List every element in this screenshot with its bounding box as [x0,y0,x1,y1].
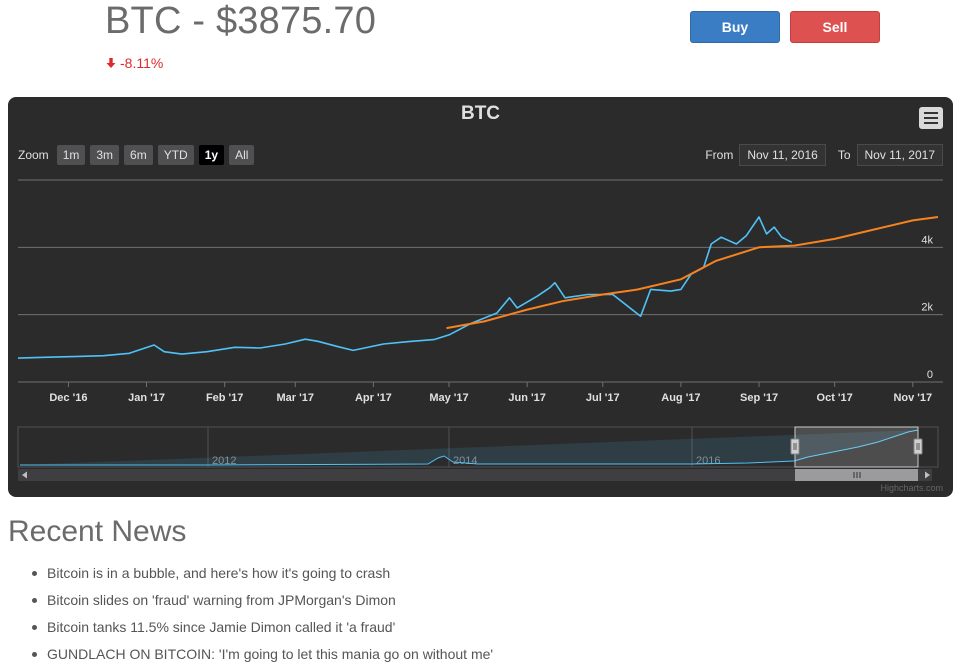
to-label: To [837,148,851,162]
price-chart: 0 2k 4k Dec '16 Jan '17 Feb '17 Mar '17 Apr '17… [8,97,953,497]
zoom-button-1y[interactable]: 1y [198,145,225,165]
zoom-button-3m[interactable]: 3m [90,145,120,165]
x-tick-label: Jun '17 [508,392,545,404]
news-link[interactable]: GUNDLACH ON BITCOIN: 'I'm going to let t… [47,646,494,662]
news-item: Bitcoin tanks 11.5% since Jamie Dimon ca… [31,617,493,644]
zoom-label: Zoom [18,148,49,162]
zoom-button-6m[interactable]: 6m [124,145,153,165]
news-link[interactable]: Bitcoin is in a bubble, and here's how i… [47,565,391,581]
from-label: From [705,148,734,162]
to-date-input[interactable]: Nov 11, 2017 [856,144,943,166]
x-tick-label: Jul '17 [586,392,620,404]
hamburger-menu-icon[interactable] [919,107,943,129]
news-item: GUNDLACH ON BITCOIN: 'I'm going to let t… [31,644,494,671]
news-link[interactable]: Bitcoin tanks 11.5% since Jamie Dimon ca… [47,619,396,635]
price-change-value: -8.11% [120,55,164,71]
buy-button[interactable]: Buy [690,11,780,43]
scroll-left-icon [22,471,27,479]
navigator-window [794,426,919,468]
news-list: Bitcoin is in a bubble, and here's how i… [31,563,494,671]
navigator-tick-label: 2014 [453,455,477,467]
x-tick-label: May '17 [429,392,468,404]
x-tick-label: Sep '17 [740,392,778,404]
zoom-button-all[interactable]: All [229,145,255,165]
x-tick-label: Dec '16 [49,392,87,404]
navigator-tick-label: 2012 [212,455,236,467]
x-tick-label: Aug '17 [661,392,700,404]
x-tick-label: Jan '17 [128,392,165,404]
zoom-selector: Zoom 1m 3m 6m YTD 1y All [18,145,255,165]
price-series-line [17,216,793,359]
zoom-button-1m[interactable]: 1m [56,145,86,165]
zoom-button-ytd[interactable]: YTD [157,145,194,165]
x-tick-label: Oct '17 [817,392,853,404]
navigator-frame [17,426,939,468]
news-item: Bitcoin is in a bubble, and here's how i… [31,563,493,590]
y-tick-label: 0 [927,369,933,381]
moving-average-line [446,216,939,330]
from-date-input[interactable]: Nov 11, 2016 [739,144,826,166]
scrollbar-track [18,469,932,481]
navigator-handle-icon [913,438,923,455]
x-tick-label: Nov '17 [893,392,932,404]
chart-canvas: 0 2k 4k Dec '16 Jan '17 Feb '17 Mar '17 Apr '17… [17,179,943,493]
sell-button[interactable]: Sell [790,11,880,43]
arrow-down-icon [106,58,116,68]
news-item: Bitcoin slides on 'fraud' warning from J… [31,590,493,617]
navigator-series [20,429,919,466]
y-tick-label: 2k [921,302,933,314]
news-link[interactable]: Bitcoin slides on 'fraud' warning from J… [47,592,396,608]
x-tick-label: Mar '17 [277,392,314,404]
scroll-right-icon [925,471,930,479]
price-change: -8.11% [105,55,163,71]
navigator-handle-icon [790,438,800,455]
date-range: From Nov 11, 2016 To Nov 11, 2017 [705,144,943,166]
x-tick-label: Feb '17 [206,392,243,404]
news-heading: Recent News [8,515,187,548]
chart-title: BTC [460,103,501,124]
y-tick-label: 4k [921,234,933,246]
chart-credit: Highcharts.com [880,483,943,493]
page-title: BTC - $3875.70 [105,0,377,42]
x-tick-label: Apr '17 [355,392,392,404]
